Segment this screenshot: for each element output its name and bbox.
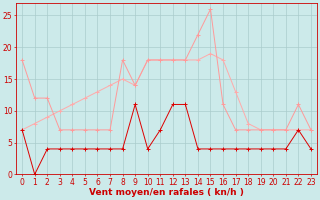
- X-axis label: Vent moyen/en rafales ( kn/h ): Vent moyen/en rafales ( kn/h ): [89, 188, 244, 197]
